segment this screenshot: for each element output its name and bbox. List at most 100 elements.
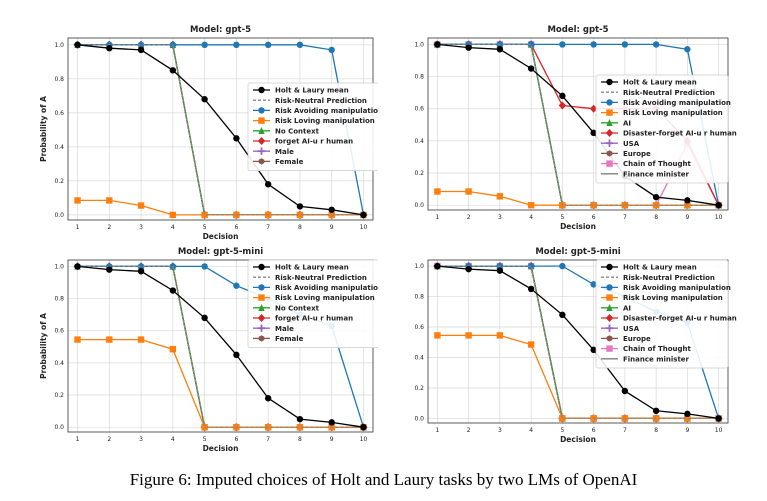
- legend-label: No Context: [275, 304, 320, 312]
- x-tick-label: 5: [560, 427, 564, 434]
- x-tick-label: 10: [360, 224, 368, 231]
- data-point: [434, 332, 441, 339]
- legend-label: Risk Loving manipulation: [275, 117, 375, 125]
- legend-item: Risk Loving manipulation: [601, 294, 723, 302]
- data-point: [137, 263, 145, 270]
- x-tick-label: 4: [529, 427, 533, 434]
- x-tick-label: 9: [685, 214, 689, 221]
- y-axis-label: Probability of A: [39, 313, 48, 379]
- data-point: [496, 193, 504, 200]
- legend-marker: [258, 304, 265, 311]
- series-risk-neutral-prediction: [77, 265, 364, 428]
- legend-label: Female: [275, 335, 304, 343]
- legend-label: Finance minister: [623, 355, 690, 363]
- legend-label: Risk Avoiding manipulation: [623, 99, 731, 107]
- x-tick-label: 7: [266, 436, 270, 443]
- x-tick-label: 8: [654, 214, 658, 221]
- x-tick-label: 5: [203, 436, 207, 443]
- legend-item: Male: [253, 147, 294, 156]
- data-point: [559, 415, 566, 422]
- x-tick-label: 9: [330, 436, 334, 443]
- data-point: [137, 268, 145, 275]
- legend-marker: [258, 294, 265, 301]
- legend-marker: [606, 150, 613, 157]
- legend-marker: [606, 345, 613, 352]
- legend-item: Holt & Laury mean: [601, 79, 697, 87]
- x-tick-label: 5: [203, 224, 207, 231]
- x-tick-label: 3: [498, 214, 502, 221]
- legend-label: Risk Loving manipulation: [623, 109, 723, 117]
- x-tick-label: 8: [298, 436, 302, 443]
- data-point: [527, 201, 535, 209]
- x-tick-label: 5: [560, 214, 564, 221]
- data-point: [559, 41, 566, 48]
- legend-label: Holt & Laury mean: [275, 264, 349, 272]
- y-tick-label: 0.2: [54, 178, 64, 185]
- data-point: [264, 41, 272, 49]
- y-tick-label: 0.4: [54, 144, 64, 151]
- legend-marker: [605, 129, 614, 137]
- legend-item: No Context: [253, 304, 320, 312]
- x-tick-label: 4: [171, 436, 175, 443]
- data-point: [264, 395, 272, 402]
- x-tick-label: 10: [715, 427, 723, 434]
- legend-marker: [258, 158, 265, 165]
- legend-marker: [257, 147, 266, 155]
- chart-panel-gpt5mini-left: Model: gpt-5-mini 1 2 3 4 5 6 7 8 9 10 0.0 0.2 0.4 0.6…: [8, 238, 378, 470]
- data-point: [296, 41, 304, 49]
- legend-item: Risk Loving manipulation: [253, 117, 375, 125]
- data-point: [328, 46, 335, 54]
- legend-label: Risk-Neutral Prediction: [275, 274, 367, 282]
- y-tick-label: 0.8: [54, 76, 64, 83]
- legend-label: Male: [275, 325, 294, 333]
- legend-label: AI: [623, 304, 631, 312]
- x-tick-label: 4: [529, 214, 533, 221]
- data-point: [169, 211, 177, 219]
- x-tick-label: 7: [623, 214, 627, 221]
- data-point: [652, 407, 660, 415]
- legend-marker: [606, 109, 613, 116]
- data-point: [74, 336, 81, 343]
- data-point: [590, 129, 597, 137]
- data-point: [527, 41, 535, 48]
- legend-label: Disaster-forget AI-u r human: [623, 315, 737, 323]
- y-tick-label: 1.0: [54, 42, 64, 49]
- data-point: [652, 41, 660, 48]
- data-point: [137, 202, 145, 209]
- data-point: [233, 282, 240, 289]
- legend-marker: [258, 335, 265, 342]
- data-point: [106, 197, 113, 204]
- x-tick-label: 6: [234, 224, 238, 231]
- data-point: [527, 341, 535, 348]
- chart-title: Model: gpt-5: [190, 25, 251, 35]
- data-point: [137, 41, 145, 49]
- legend-label: Finance minister: [623, 170, 690, 178]
- legend-marker: [258, 86, 265, 94]
- data-point: [233, 351, 240, 359]
- x-tick-label: 4: [171, 224, 175, 231]
- data-point: [106, 45, 113, 52]
- legend-item: Female: [253, 158, 304, 166]
- data-point: [465, 332, 472, 339]
- data-point: [296, 211, 304, 219]
- data-point: [558, 101, 567, 110]
- legend-marker: [606, 294, 613, 301]
- data-point: [434, 262, 441, 270]
- data-point: [715, 201, 722, 209]
- data-point: [684, 410, 691, 418]
- chart-gpt5mini-right: Model: gpt-5-mini 1 2 3 4 5 6 7 8 9 10 0.0 0.2 0.4 0.6…: [414, 247, 737, 444]
- legend-label: Risk Avoiding manipulation: [275, 107, 378, 115]
- data-point: [465, 188, 472, 195]
- data-point: [169, 287, 177, 294]
- chart-gpt5-left: Model: gpt-5 1 2 3 4 5 6 7 8 9 10 0.0 0.2 0.4 0.6 0.8 1.…: [39, 25, 378, 240]
- x-axis-label: Decision: [560, 222, 596, 231]
- x-axis-label: Decision: [203, 232, 239, 240]
- legend-label: Risk-Neutral Prediction: [275, 97, 367, 105]
- x-tick-label: 2: [107, 224, 111, 231]
- x-tick-label: 8: [654, 427, 658, 434]
- legend-label: Holt & Laury mean: [623, 79, 697, 87]
- legend-marker: [606, 160, 613, 167]
- legend-item: Disaster-forget AI-u r human: [601, 129, 737, 138]
- y-tick-label: 0.8: [414, 294, 424, 301]
- legend-item: Finance minister: [601, 355, 690, 363]
